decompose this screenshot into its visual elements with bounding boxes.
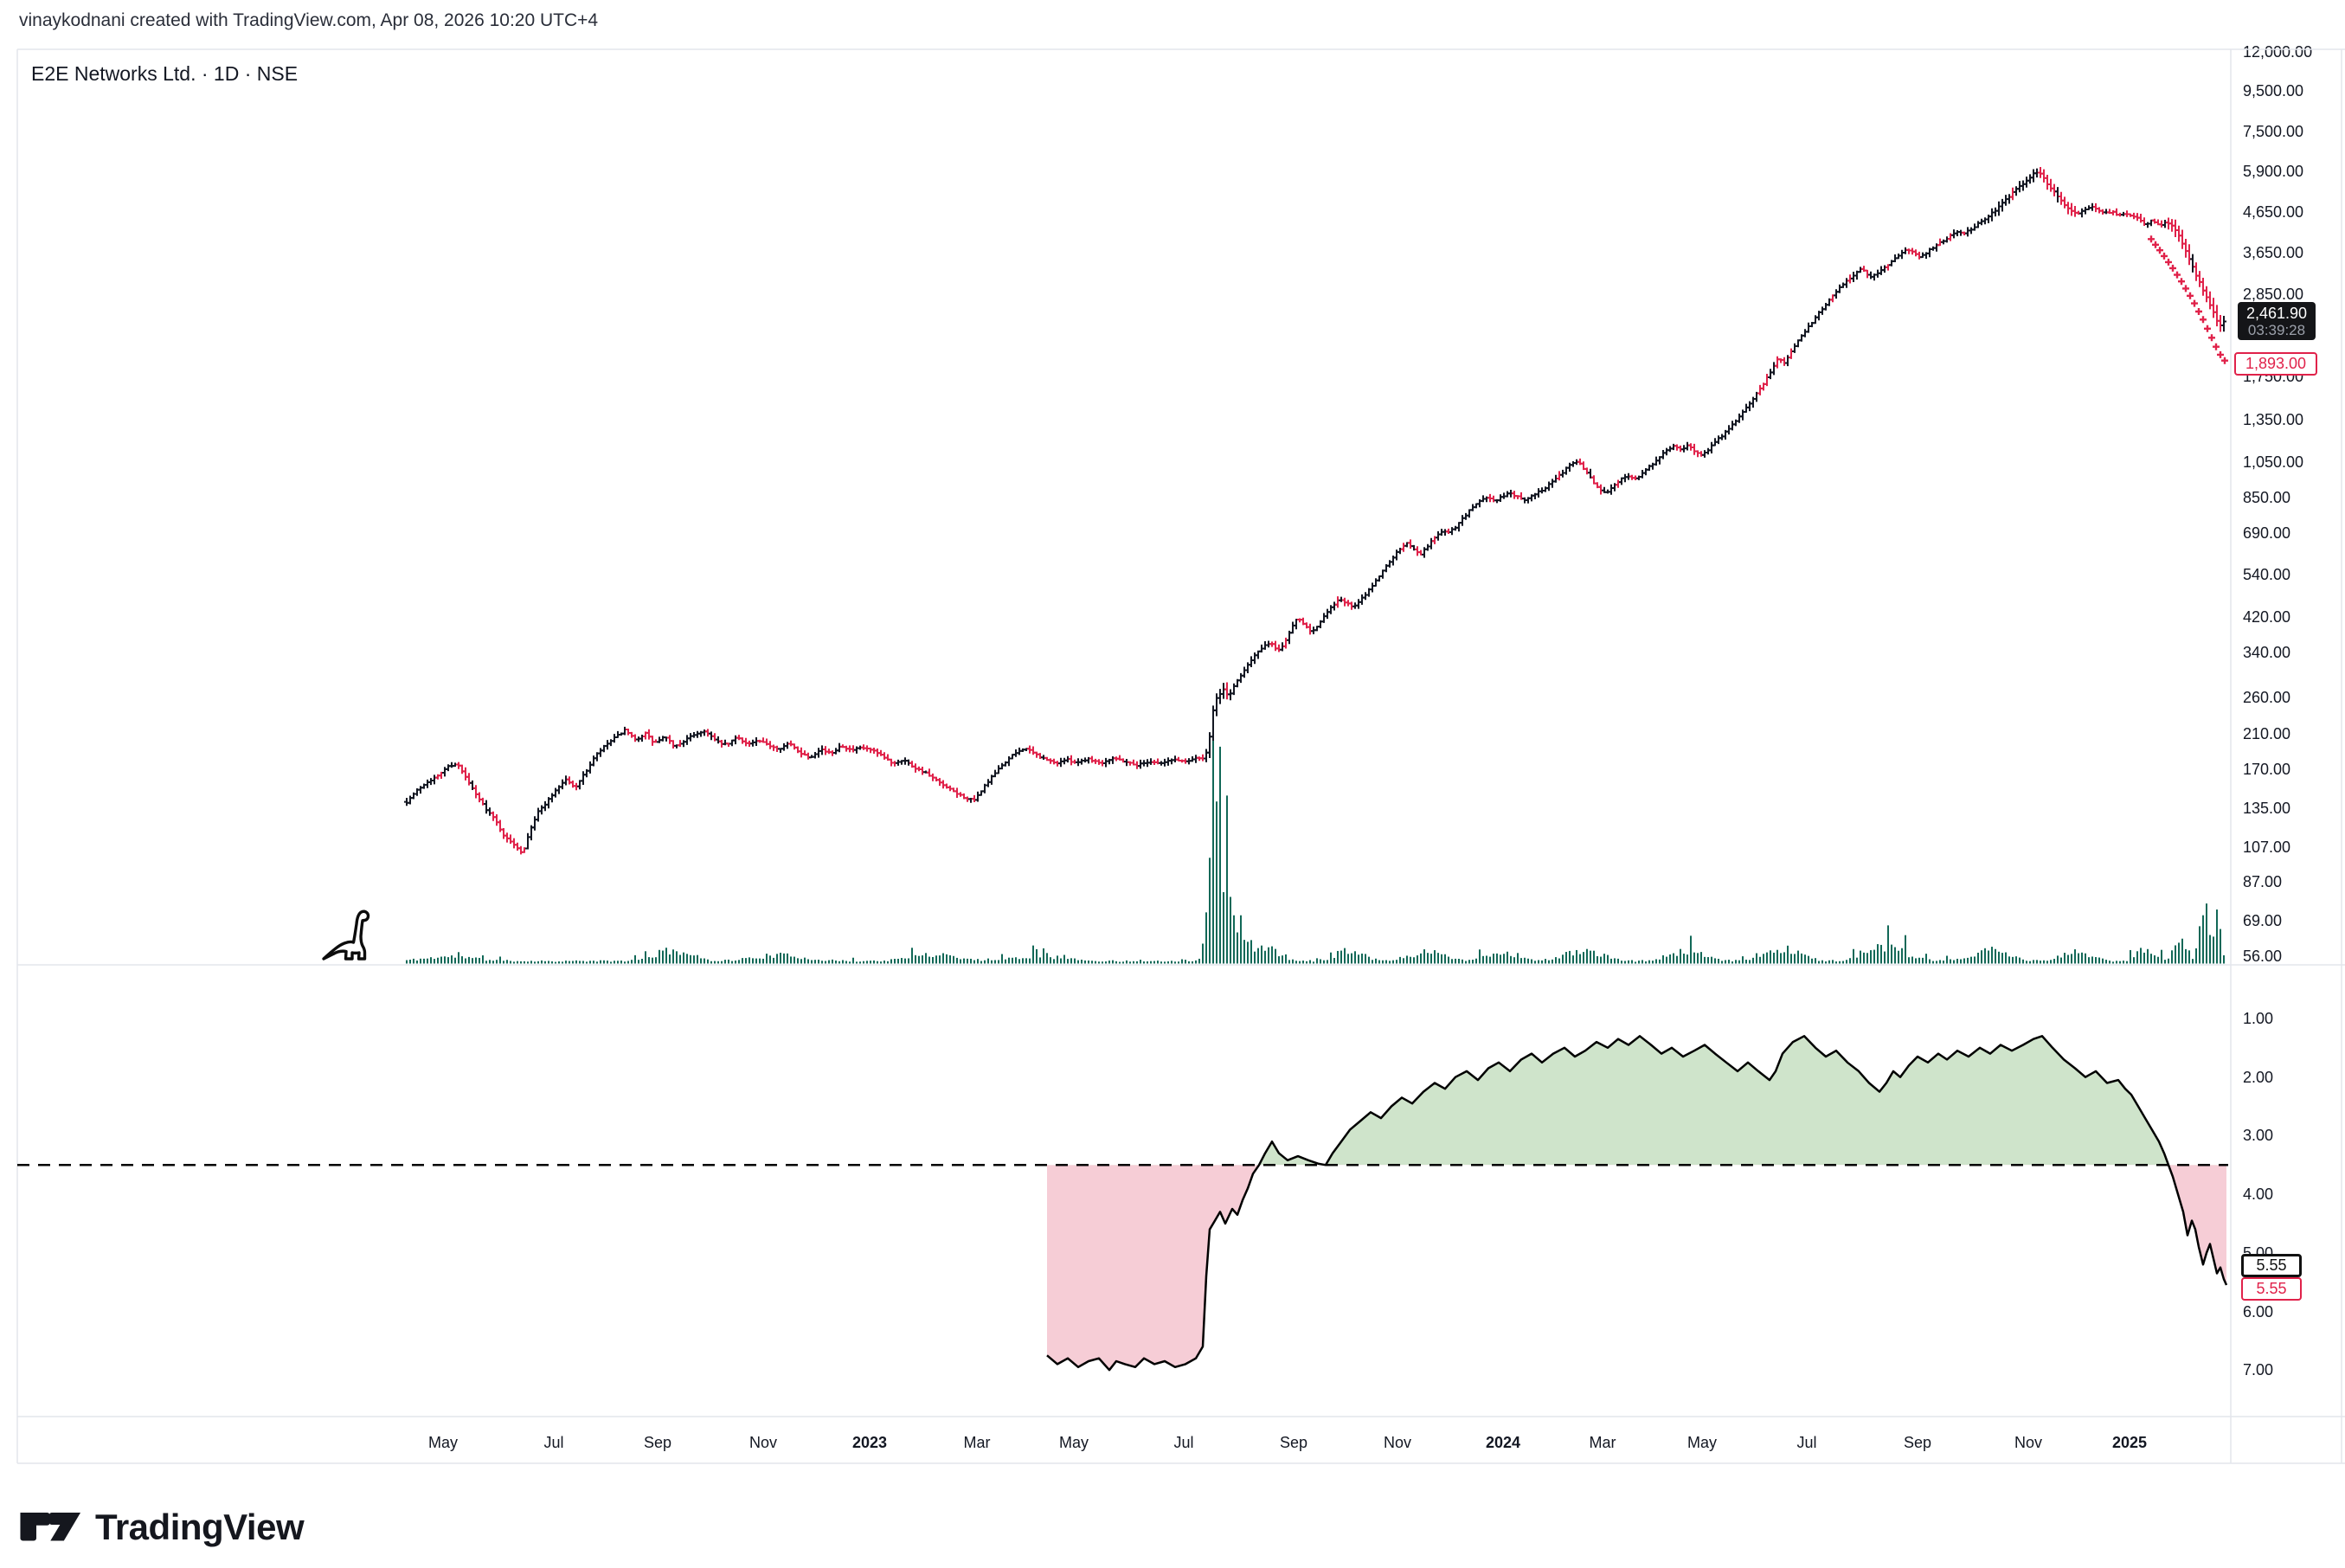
price-axis-label: 1,350.00 bbox=[2243, 411, 2304, 428]
tradingview-wordmark: TradingView bbox=[95, 1507, 305, 1547]
candlestick-series bbox=[404, 167, 2226, 855]
price-axis-label: 2,850.00 bbox=[2243, 286, 2304, 303]
price-axis-label: 1,050.00 bbox=[2243, 453, 2304, 471]
time-axis-label: May bbox=[1686, 1434, 1717, 1451]
indicator-axis-label: 1.00 bbox=[2243, 1010, 2274, 1027]
price-axis-label: 170.00 bbox=[2243, 761, 2291, 778]
last-price-badge: 2,461.90 03:39:28 bbox=[2238, 302, 2316, 340]
attribution-text: vinaykodnani created with TradingView.co… bbox=[19, 10, 599, 30]
price-axis-label: 340.00 bbox=[2243, 644, 2291, 661]
indicator-area bbox=[17, 1035, 2228, 1372]
price-axis-label: 3,650.00 bbox=[2243, 244, 2304, 261]
time-axis-label: May bbox=[427, 1434, 458, 1451]
indicator-axis-label: 4.00 bbox=[2243, 1186, 2274, 1203]
time-axis-label: Sep bbox=[1903, 1434, 1932, 1451]
indicator-axis-label: 6.00 bbox=[2243, 1303, 2274, 1321]
price-axis-label: 5,900.00 bbox=[2243, 163, 2304, 180]
time-axis-label: Jul bbox=[1173, 1434, 1194, 1451]
price-axis-label: 4,650.00 bbox=[2243, 203, 2304, 221]
price-axis-label: 850.00 bbox=[2243, 489, 2291, 506]
overlay-price-badge: 1,893.00 bbox=[2234, 352, 2317, 376]
time-axis-label: Nov bbox=[2014, 1434, 2042, 1451]
price-axis-label: 9,500.00 bbox=[2243, 82, 2304, 100]
price-axis-label: 210.00 bbox=[2243, 725, 2291, 742]
time-axis-label: Nov bbox=[1383, 1434, 1411, 1451]
volume-histogram bbox=[406, 734, 2225, 964]
time-axis-label: Nov bbox=[748, 1434, 777, 1451]
indicator-axis-label: 2.00 bbox=[2243, 1069, 2274, 1086]
price-axis-label: 420.00 bbox=[2243, 608, 2291, 626]
price-axis-label: 135.00 bbox=[2243, 800, 2291, 817]
tradingview-attribution[interactable]: TradingView bbox=[19, 1506, 305, 1549]
time-axis-label: Mar bbox=[963, 1434, 991, 1451]
price-axis-label: 69.00 bbox=[2243, 912, 2283, 929]
price-axis-label: 12,000.00 bbox=[2243, 43, 2313, 61]
tradingview-logo-icon bbox=[20, 1512, 81, 1541]
price-axis-label: 7,500.00 bbox=[2243, 123, 2304, 140]
indicator-value-badge: 5.55 bbox=[2241, 1254, 2302, 1277]
dino-doodle[interactable] bbox=[322, 909, 370, 961]
time-axis-label: Sep bbox=[643, 1434, 672, 1451]
indicator-axis-label: 7.00 bbox=[2243, 1361, 2274, 1378]
time-axis-label: Mar bbox=[1589, 1434, 1616, 1451]
time-axis-label: Jul bbox=[1796, 1434, 1817, 1451]
time-axis-label: 2023 bbox=[851, 1434, 888, 1451]
pane-dividers bbox=[16, 48, 2345, 1464]
price-axis-label: 260.00 bbox=[2243, 689, 2291, 706]
indicator-axis-label: 3.00 bbox=[2243, 1127, 2274, 1144]
price-axis-label: 56.00 bbox=[2243, 948, 2283, 965]
indicator-secondary-badge: 5.55 bbox=[2241, 1277, 2302, 1301]
price-axis-label: 87.00 bbox=[2243, 873, 2283, 890]
bar-countdown: 03:39:28 bbox=[2247, 322, 2306, 338]
price-axis-label: 540.00 bbox=[2243, 566, 2291, 583]
overlay-cross-series bbox=[2148, 235, 2228, 364]
time-axis-label: 2024 bbox=[1485, 1434, 1521, 1451]
last-price-value: 2,461.90 bbox=[2245, 305, 2308, 322]
time-axis-label: Sep bbox=[1279, 1434, 1308, 1451]
chart-legend-title[interactable]: E2E Networks Ltd. · 1D · NSE bbox=[31, 62, 299, 85]
price-axis-label: 690.00 bbox=[2243, 524, 2291, 542]
time-axis-label: May bbox=[1058, 1434, 1089, 1451]
price-axis-label: 107.00 bbox=[2243, 839, 2291, 856]
time-axis-label: 2025 bbox=[2111, 1434, 2148, 1451]
time-axis-label: Jul bbox=[543, 1434, 564, 1451]
